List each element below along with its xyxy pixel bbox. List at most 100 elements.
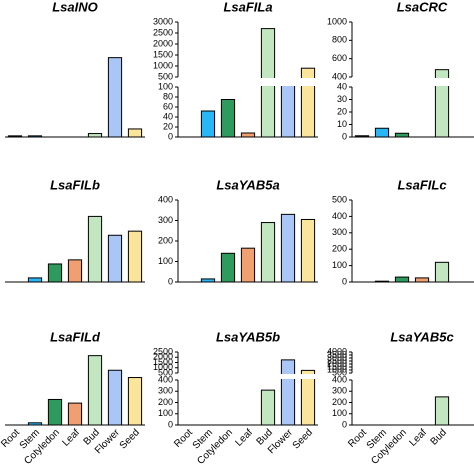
y-tick-label: 1500 — [327, 361, 347, 371]
y-tick-label: 1000 — [153, 362, 173, 372]
y-tick-label: 300 — [158, 215, 173, 225]
y-tick-label: 0 — [168, 419, 173, 429]
axis-break — [174, 374, 318, 379]
y-tick-label: 400 — [158, 374, 173, 384]
y-tick-label: 1000 — [327, 16, 347, 26]
y-tick-label: 20 — [337, 106, 347, 116]
panel-title: LsaFILc — [397, 177, 447, 192]
panel-title: LsaFILa — [223, 0, 272, 14]
bar — [127, 128, 143, 138]
y-tick-label: 40 — [337, 81, 347, 91]
y-tick-label: 60 — [163, 101, 173, 111]
x-tick-label: Root — [346, 427, 369, 450]
bar — [67, 402, 83, 426]
x-tick-label: Leaf — [60, 427, 82, 449]
y-tick-label: 2000 — [153, 352, 173, 362]
bar — [107, 369, 123, 426]
y-tick-label: 0 — [168, 131, 173, 141]
y-tick-label: 600 — [332, 53, 347, 63]
y-tick-label: 2500 — [153, 346, 173, 356]
y-tick-label: 2000 — [153, 38, 173, 48]
y-tick-label: 3000 — [327, 352, 347, 362]
y-tick-label: 400 — [332, 374, 347, 384]
bar — [260, 222, 276, 283]
bar — [434, 396, 450, 426]
bar — [107, 57, 123, 138]
y-tick-label: 10 — [337, 119, 347, 129]
y-tick-label: 300 — [332, 386, 347, 396]
bar — [280, 81, 296, 138]
bar — [374, 127, 390, 138]
bar — [240, 247, 256, 283]
x-tick-label: Root — [172, 427, 195, 450]
y-tick-label: 0 — [342, 131, 347, 141]
y-tick-label: 3500 — [327, 349, 347, 359]
bar — [87, 355, 103, 426]
panel-title: LsaINO — [52, 0, 98, 14]
bar — [67, 259, 83, 283]
bar — [280, 359, 296, 426]
y-tick-label: 300 — [158, 386, 173, 396]
bar — [27, 277, 43, 283]
y-tick-label: 30 — [337, 94, 347, 104]
bar — [127, 230, 143, 283]
y-tick-label: 0 — [342, 276, 347, 286]
bar — [87, 215, 103, 283]
y-tick-label: 200 — [332, 244, 347, 254]
bar — [107, 234, 123, 283]
y-tick-label: 1000 — [327, 364, 347, 374]
panel-title: LsaFILb — [50, 177, 100, 192]
panel-title: LsaCRC — [397, 0, 448, 14]
y-tick-label: 500 — [158, 71, 173, 81]
bar — [200, 110, 216, 138]
panel-title: LsaFILd — [50, 329, 101, 344]
axis-break — [174, 78, 318, 86]
panel-title: LsaYAB5a — [216, 177, 279, 192]
y-tick-label: 800 — [332, 35, 347, 45]
panel-title: LsaYAB5c — [390, 329, 454, 344]
y-tick-label: 100 — [158, 81, 173, 91]
bar — [434, 261, 450, 283]
y-tick-label: 0 — [342, 419, 347, 429]
y-tick-label: 100 — [158, 256, 173, 266]
y-tick-label: 4000 — [327, 346, 347, 356]
y-tick-label: 200 — [332, 397, 347, 407]
axis-break — [348, 374, 474, 379]
x-tick-label: Leaf — [407, 427, 429, 449]
y-tick-label: 300 — [332, 227, 347, 237]
y-tick-label: 200 — [158, 397, 173, 407]
y-tick-label: 40 — [163, 111, 173, 121]
y-tick-label: 2500 — [153, 27, 173, 37]
x-tick-label: Bud — [429, 427, 449, 447]
bar — [260, 389, 276, 426]
y-tick-label: 1500 — [153, 357, 173, 367]
panel-title: LsaYAB5b — [216, 329, 280, 344]
y-tick-label: 1000 — [153, 60, 173, 70]
y-tick-label: 20 — [163, 121, 173, 131]
y-tick-label: 200 — [158, 235, 173, 245]
bar — [300, 218, 316, 283]
y-tick-label: 400 — [332, 211, 347, 221]
y-tick-label: 100 — [158, 408, 173, 418]
bar — [47, 263, 63, 283]
y-tick-label: 500 — [332, 194, 347, 204]
y-tick-label: 100 — [332, 408, 347, 418]
y-tick-label: 3000 — [153, 16, 173, 26]
bar — [220, 99, 236, 138]
x-tick-label: Root — [0, 427, 22, 450]
y-tick-label: 400 — [158, 194, 173, 204]
bar — [47, 398, 63, 426]
bar — [87, 133, 103, 138]
y-tick-label: 80 — [163, 91, 173, 101]
y-tick-label: 500 — [158, 367, 173, 377]
x-tick-label: Seed — [118, 427, 142, 451]
y-tick-label: 2000 — [327, 358, 347, 368]
y-tick-label: 100 — [332, 260, 347, 270]
bar — [127, 377, 143, 426]
bar — [414, 277, 430, 283]
y-tick-label: 0 — [168, 276, 173, 286]
y-tick-label: 500 — [332, 367, 347, 377]
x-tick-label: Seed — [291, 427, 315, 451]
y-tick-label: 2500 — [327, 355, 347, 365]
